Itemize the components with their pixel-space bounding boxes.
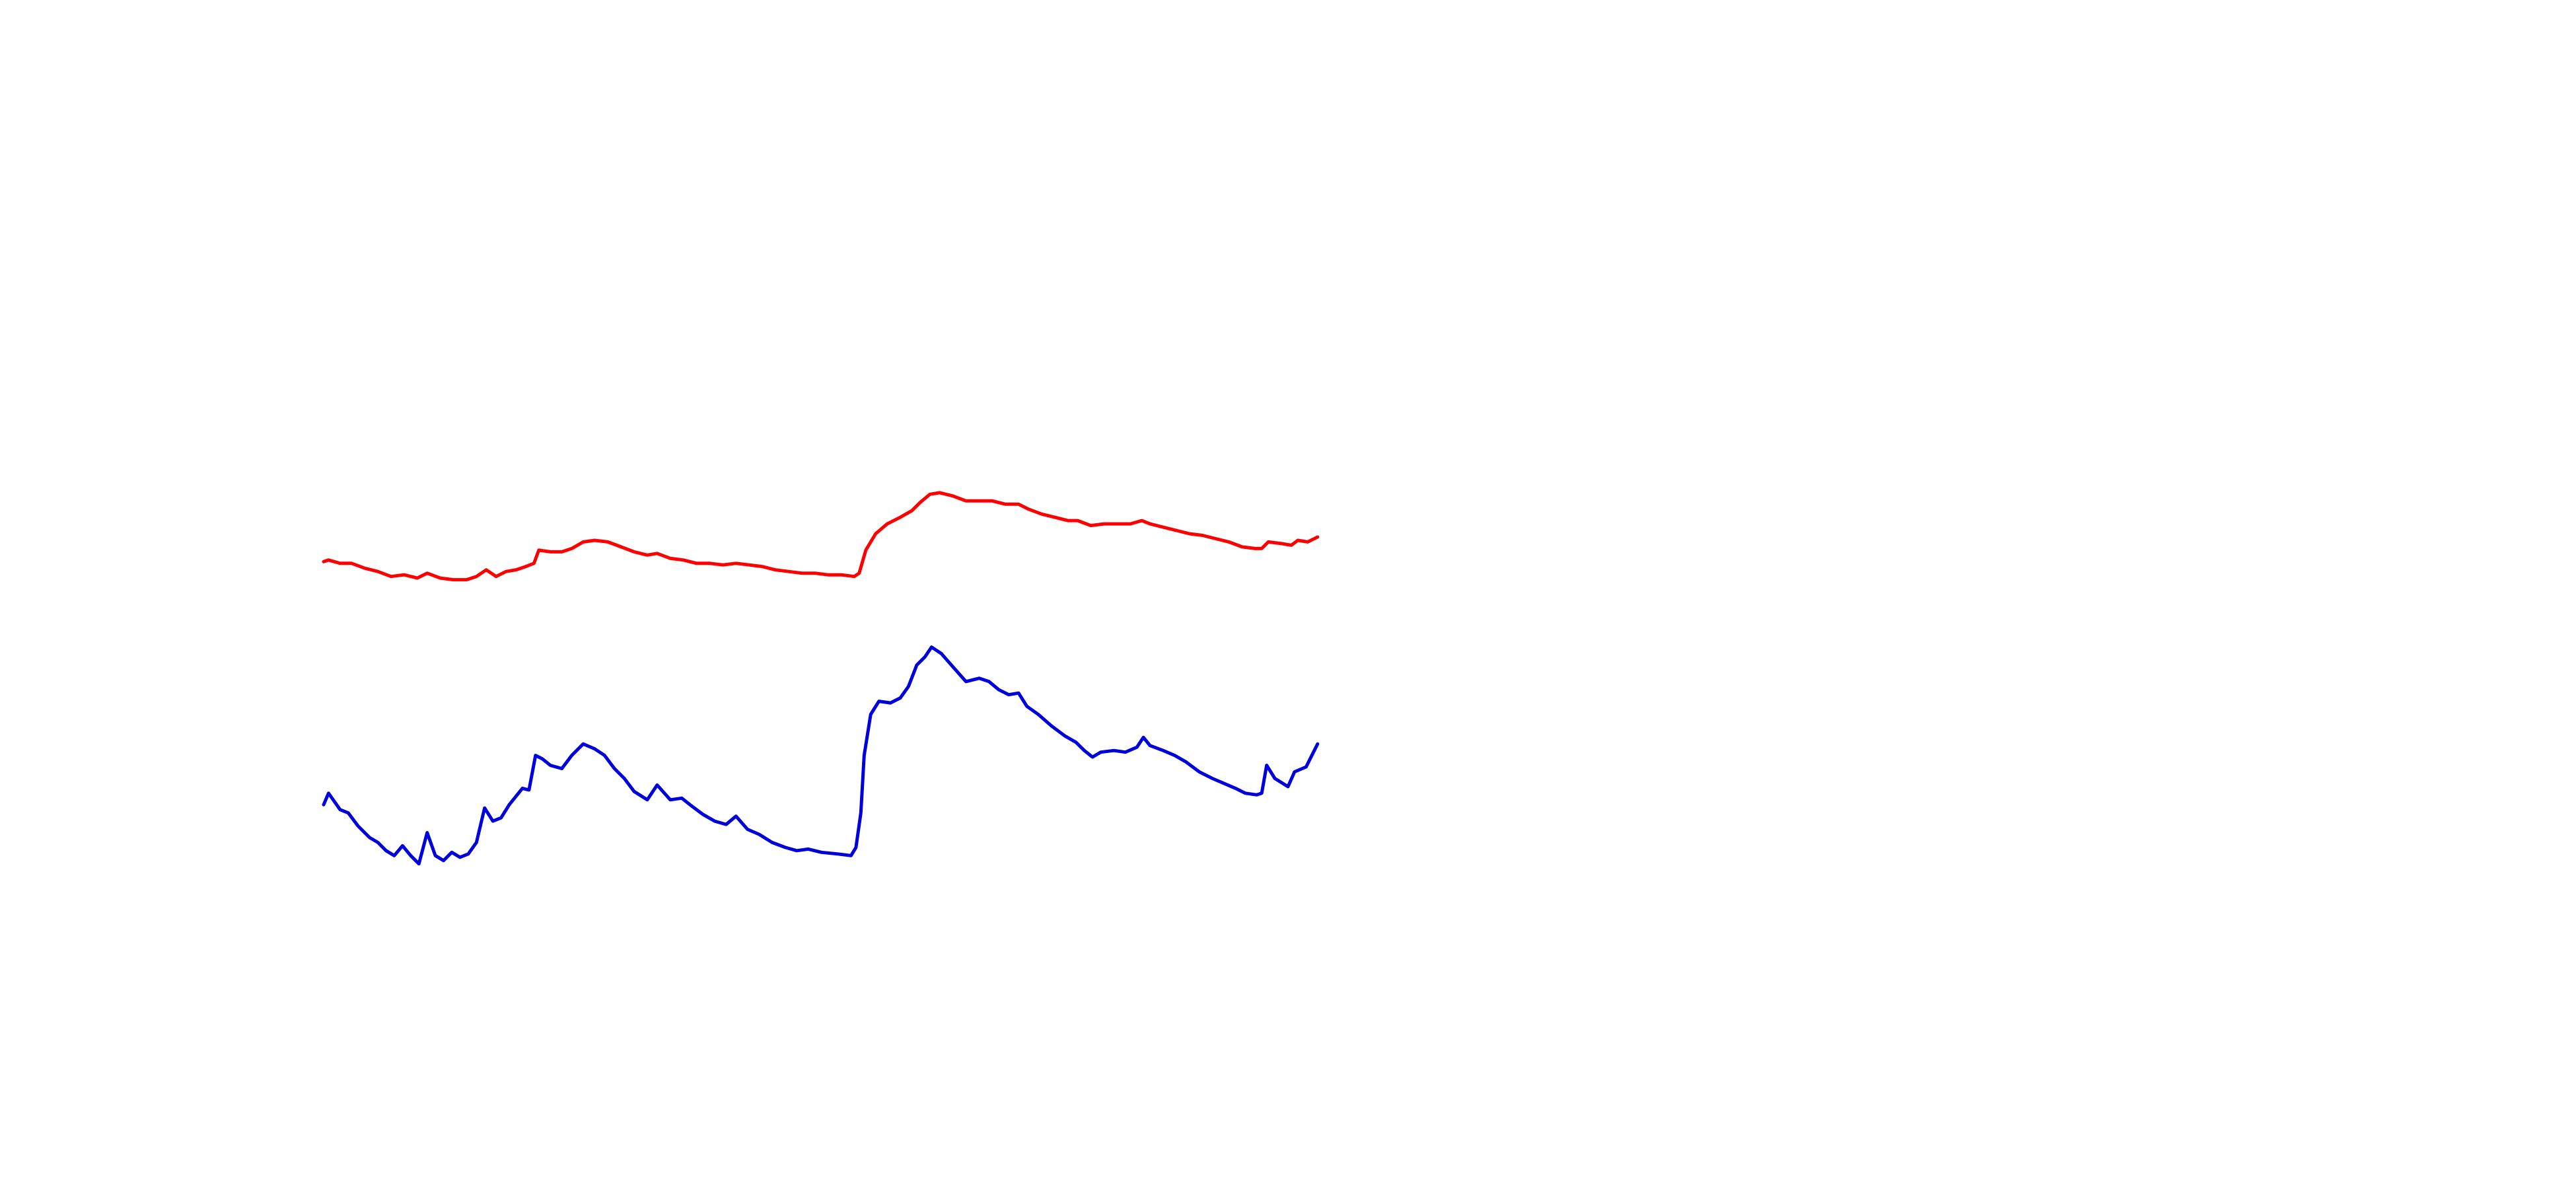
series-line — [322, 491, 1320, 582]
series-line — [322, 645, 1320, 866]
